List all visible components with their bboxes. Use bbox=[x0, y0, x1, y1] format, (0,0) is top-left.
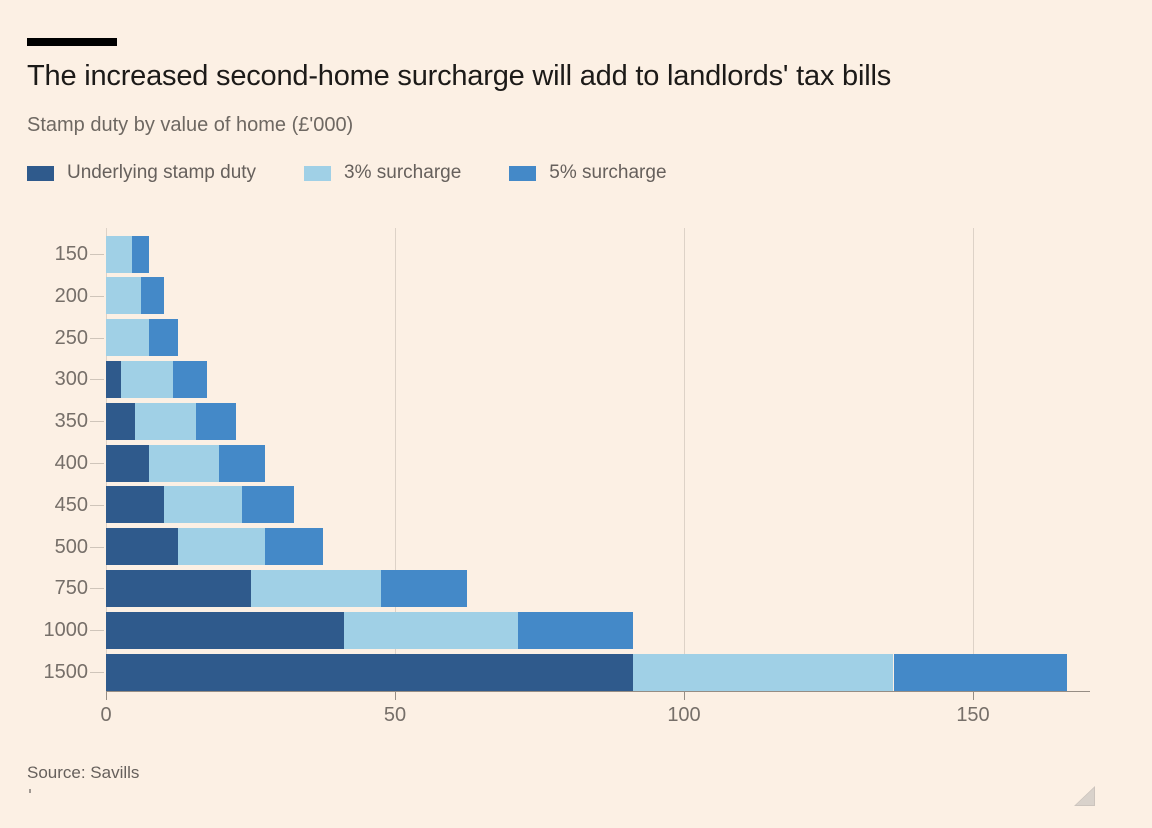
x-axis-line bbox=[106, 691, 1090, 692]
gridline bbox=[684, 228, 685, 692]
x-tick-label: 0 bbox=[100, 704, 112, 726]
resize-handle-icon[interactable] bbox=[1074, 786, 1095, 806]
bar-segment-3-surcharge bbox=[134, 403, 196, 440]
source-note: Source: Savills bbox=[27, 763, 140, 782]
legend: Underlying stamp duty 3% surcharge 5% su… bbox=[27, 162, 667, 184]
bar-segment-5-surcharge bbox=[149, 319, 179, 356]
y-axis-tick bbox=[90, 463, 104, 464]
bar-segment-5-surcharge bbox=[241, 486, 294, 523]
bar-segment-3-surcharge bbox=[178, 528, 265, 565]
bar-segment-underlying-stamp-duty bbox=[106, 403, 135, 440]
y-tick-label: 300 bbox=[54, 368, 88, 390]
bar-segment-underlying-stamp-duty bbox=[106, 361, 121, 398]
gridline bbox=[395, 228, 396, 692]
y-tick-label: 1000 bbox=[43, 619, 89, 641]
y-tick-label: 250 bbox=[54, 327, 88, 349]
bar-segment-5-surcharge bbox=[264, 528, 323, 565]
x-axis-tick bbox=[973, 692, 974, 700]
bar-segment-3-surcharge bbox=[633, 654, 894, 691]
y-axis-tick bbox=[90, 588, 104, 589]
y-axis-tick bbox=[90, 254, 104, 255]
bar-segment-underlying-stamp-duty bbox=[106, 612, 345, 649]
y-axis-tick bbox=[90, 421, 104, 422]
bar-segment-5-surcharge bbox=[195, 403, 237, 440]
bar-segment-3-surcharge bbox=[120, 361, 173, 398]
legend-swatch-3-surcharge bbox=[304, 165, 332, 181]
y-axis-tick bbox=[90, 379, 104, 380]
legend-label: Underlying stamp duty bbox=[67, 162, 257, 183]
y-axis-tick bbox=[90, 505, 104, 506]
x-axis-tick bbox=[395, 692, 396, 700]
legend-item-underlying-stamp-duty: Underlying stamp duty bbox=[27, 162, 256, 184]
legend-item-5-surcharge: 5% surcharge bbox=[509, 162, 667, 184]
y-axis-tick bbox=[90, 296, 104, 297]
stray-mark bbox=[29, 789, 31, 793]
bar-segment-5-surcharge bbox=[517, 612, 634, 649]
bar-segment-underlying-stamp-duty bbox=[106, 486, 164, 523]
y-axis-tick bbox=[90, 338, 104, 339]
x-tick-label: 150 bbox=[956, 704, 990, 726]
y-tick-label: 400 bbox=[54, 452, 88, 474]
gridline bbox=[973, 228, 974, 692]
bar-segment-3-surcharge bbox=[106, 319, 150, 356]
bar-segment-3-surcharge bbox=[106, 236, 132, 273]
bar-segment-3-surcharge bbox=[163, 486, 242, 523]
y-axis-tick bbox=[90, 672, 104, 673]
legend-item-3-surcharge: 3% surcharge bbox=[304, 162, 461, 184]
chart-title: The increased second-home surcharge will… bbox=[27, 60, 892, 92]
y-tick-label: 450 bbox=[54, 494, 88, 516]
bar-segment-underlying-stamp-duty bbox=[106, 654, 634, 691]
bar-segment-5-surcharge bbox=[893, 654, 1067, 691]
bar-segment-5-surcharge bbox=[172, 361, 208, 398]
bar-segment-5-surcharge bbox=[218, 445, 265, 482]
legend-swatch-5-surcharge bbox=[509, 165, 537, 181]
bar-segment-3-surcharge bbox=[149, 445, 219, 482]
y-axis-tick bbox=[90, 630, 104, 631]
y-tick-label: 500 bbox=[54, 536, 88, 558]
y-tick-label: 200 bbox=[54, 285, 88, 307]
y-tick-label: 150 bbox=[54, 243, 88, 265]
bar-segment-3-surcharge bbox=[106, 277, 141, 314]
bar-segment-underlying-stamp-duty bbox=[106, 528, 179, 565]
legend-label: 3% surcharge bbox=[344, 162, 462, 183]
legend-swatch-underlying-stamp-duty bbox=[27, 165, 54, 181]
plot-area: 0 50 100 150 150 200 250 300 350 400 450 500 750 1000… bbox=[0, 228, 1152, 726]
bar-segment-5-surcharge bbox=[380, 570, 468, 607]
legend-label: 5% surcharge bbox=[549, 162, 667, 183]
chart-subtitle: Stamp duty by value of home (£'000) bbox=[27, 114, 354, 136]
bar-segment-3-surcharge bbox=[250, 570, 381, 607]
x-tick-label: 100 bbox=[667, 704, 701, 726]
y-tick-label: 1500 bbox=[43, 661, 89, 683]
kicker-bar bbox=[27, 38, 117, 46]
bar-segment-underlying-stamp-duty bbox=[106, 445, 150, 482]
bar-segment-5-surcharge bbox=[132, 236, 150, 273]
y-tick-label: 750 bbox=[54, 577, 88, 599]
x-tick-label: 50 bbox=[383, 704, 407, 726]
y-axis-tick bbox=[90, 547, 104, 548]
bar-segment-3-surcharge bbox=[344, 612, 518, 649]
y-tick-label: 350 bbox=[54, 410, 88, 432]
x-axis-tick bbox=[106, 692, 107, 700]
x-axis-tick bbox=[684, 692, 685, 700]
bar-segment-underlying-stamp-duty bbox=[106, 570, 251, 607]
bar-segment-5-surcharge bbox=[140, 277, 164, 314]
